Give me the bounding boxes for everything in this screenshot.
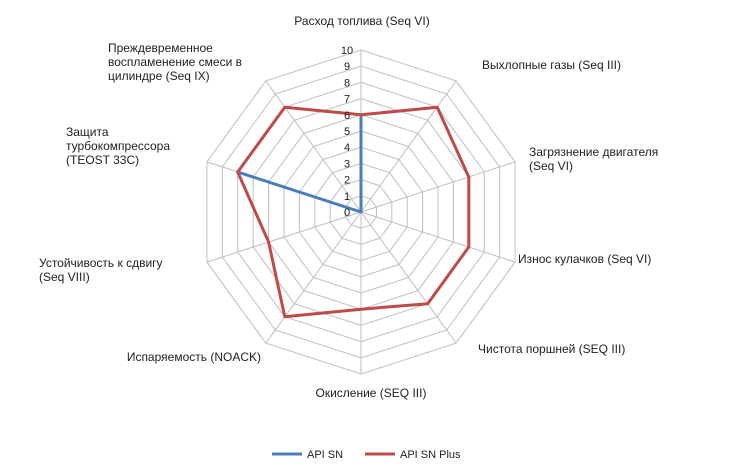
tick-label: 4 bbox=[344, 142, 350, 154]
axis-label: Преждевременное воспламенение смеси в цили… bbox=[108, 41, 242, 83]
tick-label: 10 bbox=[341, 45, 353, 57]
grid-spoke bbox=[360, 211, 457, 344]
grid-spoke bbox=[360, 211, 516, 263]
axis-label: Испаряемость (NOACK) bbox=[127, 350, 261, 364]
axis-label: Выхлопные газы (Seq III) bbox=[482, 58, 621, 72]
legend: API SN API SN Plus bbox=[272, 449, 461, 461]
grid-spoke bbox=[265, 211, 362, 344]
tick-label: 3 bbox=[344, 158, 350, 170]
axis-label: Чистота поршней (SEQ III) bbox=[478, 342, 625, 356]
tick-label: 0 bbox=[344, 207, 350, 219]
grid-spoke bbox=[265, 80, 362, 213]
legend-label: API SN Plus bbox=[400, 449, 461, 461]
tick-label: 8 bbox=[344, 77, 350, 89]
radar-tick-labels: 0 1 2 3 4 5 6 7 8 9 10 bbox=[341, 45, 353, 219]
tick-label: 7 bbox=[344, 94, 350, 106]
grid-spoke bbox=[360, 161, 516, 213]
radar-axis-labels: Расход топлива (Seq VI) Выхлопные газы (S… bbox=[39, 14, 658, 400]
series-line bbox=[236, 105, 471, 319]
legend-label: API SN bbox=[307, 449, 343, 461]
axis-label: Устойчивость к сдвигу (Seq VIII) bbox=[39, 256, 163, 284]
axis-label: Загрязнение двигателя (Seq VI) bbox=[529, 145, 658, 173]
radar-series bbox=[236, 105, 471, 319]
tick-label: 6 bbox=[344, 110, 350, 122]
axis-label: Окисление (SEQ III) bbox=[316, 386, 427, 400]
grid-spoke bbox=[360, 80, 457, 213]
axis-label: Износ кулачков (Seq VI) bbox=[518, 252, 651, 266]
tick-label: 1 bbox=[344, 191, 350, 203]
axis-label: Защита турбокомпрессора (TEOST 33C) bbox=[66, 125, 170, 167]
grid-spoke bbox=[206, 211, 362, 263]
tick-label: 9 bbox=[344, 61, 350, 73]
tick-label: 2 bbox=[344, 175, 350, 187]
tick-label: 5 bbox=[344, 126, 350, 138]
axis-label: Расход топлива (Seq VI) bbox=[294, 14, 429, 28]
